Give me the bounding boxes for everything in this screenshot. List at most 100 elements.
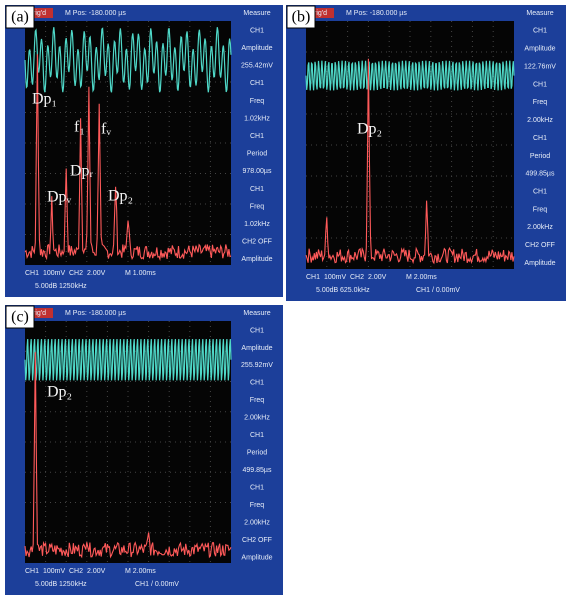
- measure-item: Amplitude: [241, 256, 272, 263]
- measure-item: CH2 OFF: [242, 537, 272, 544]
- panel-label-box: [5, 305, 35, 329]
- spectrum: [24, 54, 232, 262]
- measure-item: 2.00kHz: [527, 117, 553, 124]
- status-item: 1250kHz: [59, 581, 87, 588]
- measure-item: CH1: [250, 432, 264, 439]
- status-item: 100mV: [43, 270, 66, 277]
- status-item: M 2.00ms: [406, 274, 437, 281]
- peak-annotation: Dpᵣ: [70, 163, 94, 180]
- trigger-status: Trig'd: [310, 10, 327, 17]
- measure-item: Freq: [533, 206, 548, 213]
- waveform: [24, 27, 232, 93]
- measure-item: 2.00kHz: [244, 519, 270, 526]
- measure-item: CH1: [250, 186, 264, 193]
- status-item: CH2: [69, 568, 83, 575]
- panel-label: (a): [11, 9, 29, 26]
- status-item: CH1: [306, 274, 320, 281]
- position-readout: M Pos: -180.000 µs: [346, 10, 407, 17]
- status-item: 2.00V: [87, 568, 106, 575]
- measure-item: CH1: [250, 80, 264, 87]
- scope-panel: Trig'd M Pos: -180.000 µs Measure CH1 Amplit…: [286, 5, 566, 301]
- panel-label: (b): [292, 9, 311, 26]
- status-item: CH2: [69, 270, 83, 277]
- peak-annotation: Dp₂: [357, 121, 382, 138]
- status-item: CH1: [25, 270, 39, 277]
- measure-item: 255.42mV: [241, 63, 273, 70]
- measure-item: Freq: [533, 99, 548, 106]
- trigger-badge: [27, 308, 53, 318]
- measure-item: 2.00kHz: [527, 224, 553, 231]
- status-item: CH1: [25, 568, 39, 575]
- measure-item: CH1: [533, 135, 547, 142]
- measure-item: CH2 OFF: [242, 239, 272, 246]
- position-readout: M Pos: -180.000 µs: [65, 310, 126, 317]
- measure-item: 499.85µs: [526, 171, 555, 178]
- peak-annotation: Dpᵥ: [47, 189, 72, 206]
- status-item: CH1 / 0.00mV: [416, 287, 460, 294]
- measure-item: Period: [247, 151, 267, 158]
- status-item: 100mV: [43, 568, 66, 575]
- measure-item: Freq: [250, 98, 265, 105]
- measure-item: 122.76mV: [524, 63, 556, 70]
- measure-item: Amplitude: [524, 46, 555, 53]
- scope-panel: Trig'd M Pos: -180.000 µs Measure CH1 Amplit…: [5, 305, 283, 595]
- measure-item: Freq: [250, 502, 265, 509]
- spectrum: [24, 352, 232, 559]
- panel-label-box: [286, 5, 316, 29]
- status-item: CH2: [350, 274, 364, 281]
- measure-item: Period: [247, 450, 267, 457]
- status-item: 100mV: [324, 274, 347, 281]
- measure-item: 1.02kHz: [244, 115, 270, 122]
- measure-item: Measure: [243, 310, 270, 317]
- measure-item: CH1: [533, 28, 547, 35]
- measure-item: 499.85µs: [243, 467, 272, 474]
- status-item: 625.0kHz: [340, 287, 370, 294]
- status-item: 1250kHz: [59, 283, 87, 290]
- peak-annotation: Dp₂: [108, 188, 133, 205]
- screen: [306, 21, 514, 269]
- peak-annotation: fᵥ: [101, 121, 111, 138]
- measure-item: CH1: [250, 133, 264, 140]
- measure-item: 1.02kHz: [244, 221, 270, 228]
- trigger-status: Trig'd: [29, 310, 46, 317]
- measure-item: 2.00kHz: [244, 415, 270, 422]
- status-item: 2.00V: [368, 274, 387, 281]
- measure-item: Period: [530, 153, 550, 160]
- measure-item: CH1: [250, 380, 264, 387]
- status-item: 5.00dB: [35, 581, 58, 588]
- measure-item: 255.92mV: [241, 362, 273, 369]
- measure-item: Measure: [526, 10, 553, 17]
- measure-item: Amplitude: [241, 45, 272, 52]
- spectrum: [305, 58, 515, 265]
- status-item: CH1 / 0.00mV: [135, 581, 179, 588]
- measure-item: Freq: [250, 203, 265, 210]
- measure-item: CH1: [250, 27, 264, 34]
- status-item: M 1.00ms: [125, 270, 156, 277]
- peak-annotation: Dp₁: [32, 91, 57, 108]
- waveform: [305, 60, 515, 91]
- trigger-badge: [27, 8, 53, 18]
- peak-annotation: Dp₂: [47, 384, 72, 401]
- measure-item: CH2 OFF: [525, 242, 555, 249]
- scope-panel: Trig'd M Pos: -180.000 µs Measure CH1 Amplit…: [5, 5, 283, 297]
- status-item: M 2.00ms: [125, 568, 156, 575]
- measure-item: 978.00µs: [243, 168, 272, 175]
- measure-item: CH1: [533, 81, 547, 88]
- status-item: 2.00V: [87, 270, 106, 277]
- measure-item: Freq: [250, 397, 265, 404]
- measure-item: Measure: [243, 10, 270, 17]
- status-item: 5.00dB: [35, 283, 58, 290]
- panel-label: (c): [11, 309, 29, 326]
- measure-item: CH1: [533, 189, 547, 196]
- measure-item: CH1: [250, 327, 264, 334]
- measure-item: Amplitude: [241, 554, 272, 561]
- peak-annotation: f₁: [74, 119, 85, 136]
- measure-item: Amplitude: [241, 345, 272, 352]
- measure-item: Amplitude: [524, 260, 555, 267]
- status-item: 5.00dB: [316, 287, 339, 294]
- waveform: [24, 338, 232, 381]
- position-readout: M Pos: -180.000 µs: [65, 10, 126, 17]
- trigger-badge: [308, 8, 334, 18]
- trigger-status: Trig'd: [29, 10, 46, 17]
